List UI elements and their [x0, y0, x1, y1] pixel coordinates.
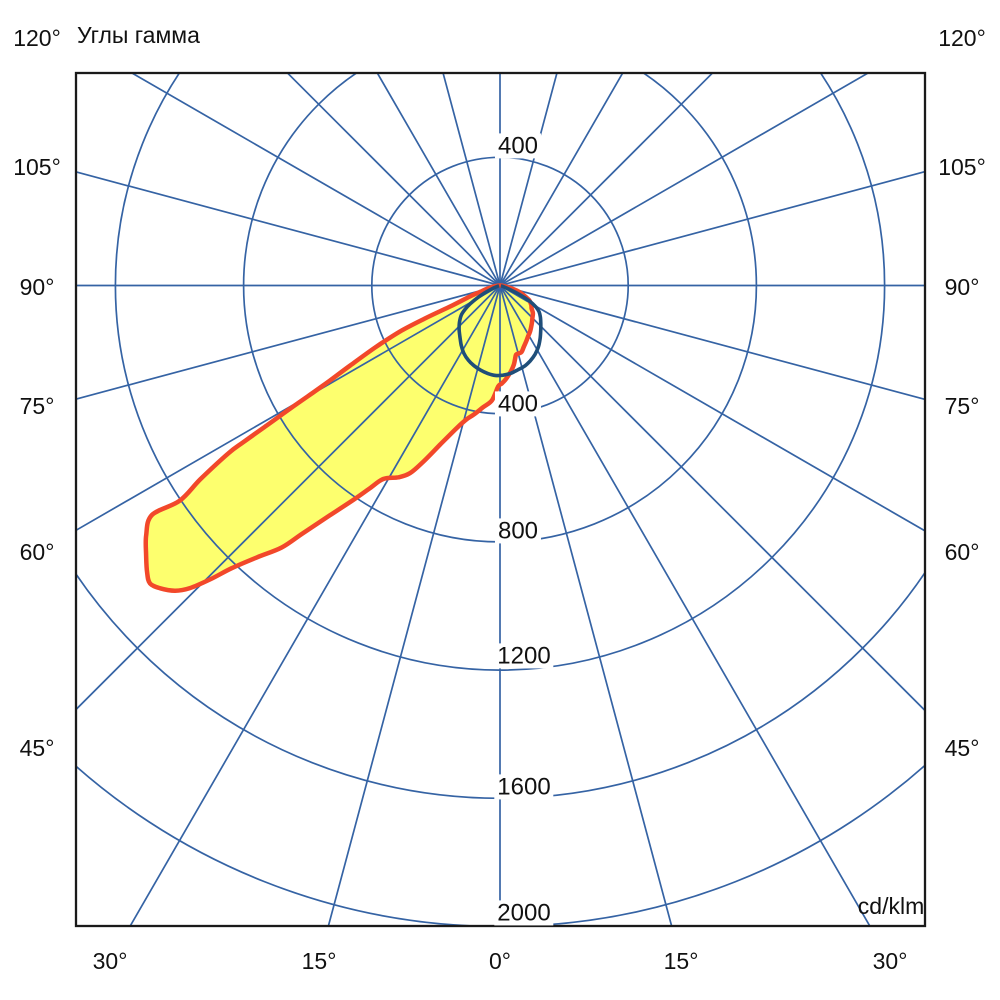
- gamma-ray-135: [499, 73, 714, 287]
- chart-title: Углы гамма: [77, 21, 200, 48]
- intensity-ring-label: 1200: [494, 643, 554, 669]
- gamma-ray-255: [76, 171, 501, 287]
- gamma-angle-label: 75°: [19, 392, 55, 419]
- plot-border: [74, 71, 927, 928]
- curve-c90-c270: [457, 284, 543, 378]
- gamma-ray-60: [499, 284, 925, 532]
- gamma-angle-label: 30°: [872, 947, 908, 974]
- intensity-ring-label: 400: [494, 391, 542, 417]
- gamma-angle-label: 60°: [19, 538, 55, 565]
- gamma-ray-165: [499, 73, 558, 286]
- intensity-ring-label: 2000: [494, 900, 554, 926]
- curve-c0-c180: [143, 283, 536, 593]
- gamma-ray-120: [499, 73, 870, 287]
- gamma-ray-45: [499, 284, 925, 712]
- unit-label: cd/klm: [857, 892, 925, 919]
- gamma-ray-330: [129, 285, 501, 926]
- gamma-ray-315: [76, 284, 501, 711]
- gamma-ray-30: [499, 285, 871, 926]
- gamma-angle-label: 15°: [663, 947, 699, 974]
- gamma-angle-label: 75°: [944, 392, 980, 419]
- beam-lobe-fill: [145, 285, 533, 591]
- intensity-ring-label: 400: [494, 133, 542, 159]
- intensity-ring-label: 800: [494, 518, 542, 544]
- gamma-angle-label: 120°: [13, 24, 61, 51]
- gamma-ray-75: [499, 284, 925, 401]
- gamma-ray-285: [76, 284, 501, 400]
- gamma-angle-label: 105°: [13, 153, 61, 180]
- gamma-angle-label: 45°: [19, 734, 55, 761]
- gamma-angle-label: 0°: [489, 947, 511, 974]
- gamma-angle-label: 45°: [944, 734, 980, 761]
- gamma-ray-15: [499, 285, 673, 926]
- gamma-ray-210: [376, 73, 501, 286]
- gamma-angle-label: 60°: [944, 538, 980, 565]
- gamma-ray-240: [130, 73, 501, 287]
- gamma-angle-label: 120°: [938, 24, 986, 51]
- gamma-angle-label: 15°: [301, 947, 337, 974]
- gamma-ray-225: [286, 73, 501, 287]
- gamma-angle-label: 105°: [938, 153, 986, 180]
- intensity-ring-label: 1600: [494, 774, 554, 800]
- gamma-angle-label: 90°: [944, 273, 980, 300]
- gamma-angle-label: 30°: [92, 947, 128, 974]
- gamma-ray-345: [327, 285, 501, 926]
- gamma-ray-150: [499, 73, 624, 286]
- gamma-angle-label: 90°: [19, 273, 55, 300]
- gamma-ray-195: [442, 73, 501, 286]
- gamma-ray-105: [499, 170, 925, 287]
